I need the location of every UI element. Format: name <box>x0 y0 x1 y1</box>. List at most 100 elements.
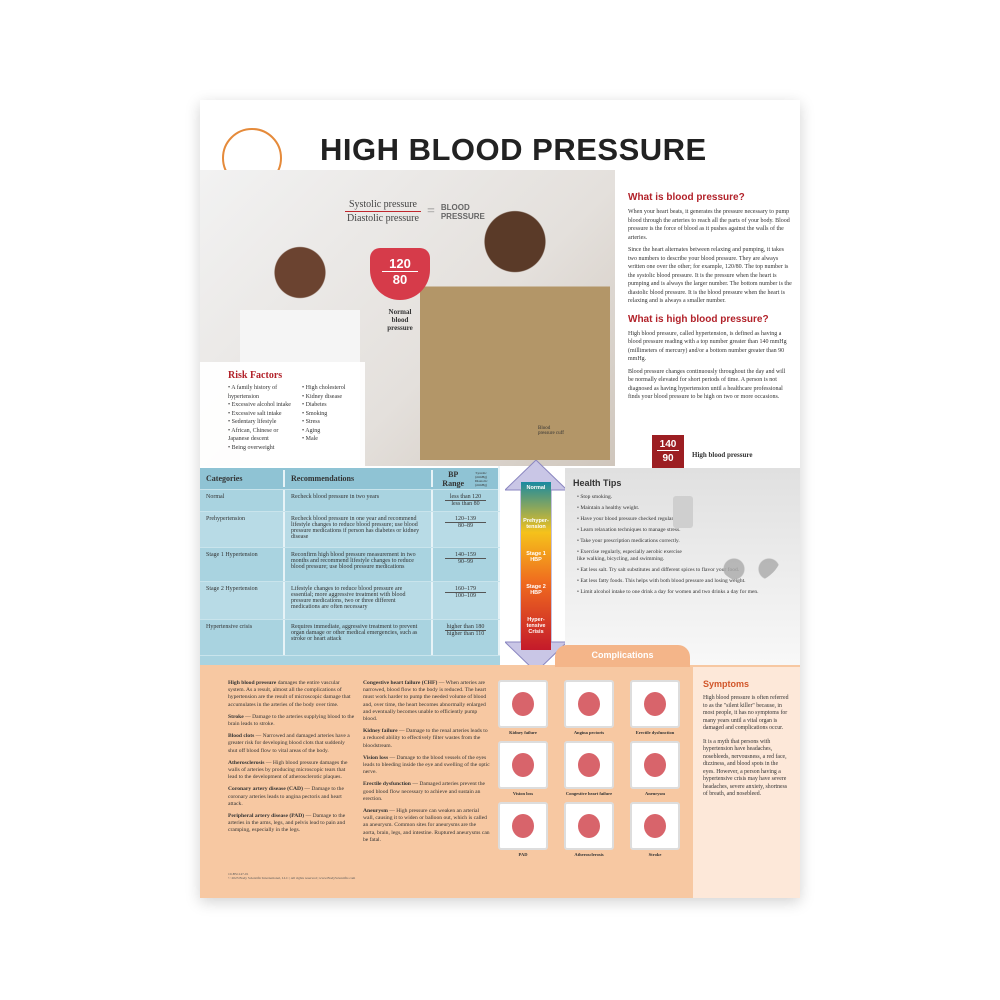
complication-caption: Vision loss <box>512 791 534 796</box>
footer: 10-BS1147-01 © 2023 Body Scientific Inter… <box>228 872 355 880</box>
complication-image-card: Atherosclerosis <box>558 802 620 857</box>
complication-image-card: Aneurysm <box>624 741 686 796</box>
arrow-label: Stage 2 HBP <box>526 584 546 596</box>
table-row: Normal Recheck blood pressure in two year… <box>200 490 500 512</box>
arrow-labels: Normal Prehyper-tension Stage 1 HBP Stage 2… <box>521 485 551 650</box>
risk-factor: Kidney disease <box>302 393 345 402</box>
complication-term: Kidney failure <box>363 728 398 735</box>
bp-range-cell: higher than 180 higher than 110 <box>433 620 500 655</box>
systolic-range: 160–179 <box>445 586 486 593</box>
table-row: Prehypertension Recheck blood pressure in… <box>200 512 500 548</box>
complication-caption: Atherosclerosis <box>574 852 604 857</box>
what-is-hbp-heading: What is high blood pressure? <box>628 313 769 325</box>
what-is-hbp-p1: High blood pressure, called hypertension… <box>628 330 787 363</box>
what-is-bp-p2: Since the heart alternates between relax… <box>628 247 792 304</box>
complication-text: — Damage to the renal arteries leads to … <box>363 728 488 749</box>
normal-systolic: 120 <box>382 256 418 272</box>
systolic-range: 120–139 <box>445 516 486 523</box>
risk-list-right: High cholesterolKidney diseaseDiabetesSm… <box>302 384 345 452</box>
health-tips-list: Stop smoking. Maintain a healthy weight. H… <box>565 494 800 596</box>
risk-factors-panel: Risk Factors A family history of hyperte… <box>200 362 365 466</box>
unit-diastolic: Diastolic (mmHg) <box>474 478 488 487</box>
health-tip: Eat less fatty foods. This helps with bo… <box>577 578 800 585</box>
diastolic-range: 100–109 <box>455 593 476 599</box>
complication-image-card: Angina pectoris <box>558 680 620 735</box>
category-cell: Stage 1 Hypertension <box>200 548 285 581</box>
complication-image-card: Congestive heart failure <box>558 741 620 796</box>
diastolic-range: higher than 110 <box>446 631 485 637</box>
table-row: Stage 2 Hypertension Lifestyle changes to… <box>200 582 500 620</box>
table-row: Hypertensive crisis Requires immediate, a… <box>200 620 500 656</box>
cuff-label: Blood pressure cuff <box>538 426 564 436</box>
risk-factor: Diabetes <box>302 401 345 410</box>
symptoms-p1: High blood pressure is often referred to… <box>703 695 789 731</box>
footer-copyright: © 2023 Body Scientific International, LL… <box>228 876 356 880</box>
health-tips-title: Health Tips <box>573 478 622 488</box>
recommendation-cell: Requires immediate, aggressive treatment… <box>285 620 433 655</box>
health-tip: Take your prescription medications corre… <box>577 538 687 545</box>
recommendation-cell: Lifestyle changes to reduce blood pressu… <box>285 582 433 619</box>
health-tip: Limit alcohol intake to one drink a day … <box>577 589 800 596</box>
diastolic-range: 90–99 <box>458 559 473 565</box>
complication-image-card: Stroke <box>624 802 686 857</box>
complication-text: — Damage to the arteries in the arms, le… <box>228 813 346 834</box>
complication-illustration <box>498 680 548 728</box>
poster: HIGH BLOOD PRESSURE Systolic pressure Dia… <box>200 100 800 898</box>
complications-col-1: High blood pressure damages the entire v… <box>228 680 355 849</box>
systolic-range: higher than 180 <box>445 624 486 631</box>
complication-image-card: PAD <box>492 802 554 857</box>
risk-factor: Sedentary lifestyle <box>228 418 296 427</box>
footer-code: 10-BS1147-01 <box>228 872 249 876</box>
what-is-bp-p1: When your heart beats, it generates the … <box>628 209 790 241</box>
patient-illustration <box>420 180 610 460</box>
complication-paragraph: Congestive heart failure (CHF) — When ar… <box>363 680 490 723</box>
category-cell: Hypertensive crisis <box>200 620 285 655</box>
pill-bottle-icon <box>673 496 693 528</box>
table-body: Normal Recheck blood pressure in two year… <box>200 490 500 656</box>
arrow-label: Stage 1 HBP <box>526 551 546 563</box>
systolic-range: 140–159 <box>445 552 486 559</box>
eq-sign: = <box>426 203 435 219</box>
bp-range-label: BP Range <box>442 469 465 488</box>
unit-systolic: Systolic (mmHg) <box>475 470 488 479</box>
bp-range-cell: 120–139 80–89 <box>433 512 500 547</box>
eq-diastolic: Diastolic pressure <box>347 213 419 224</box>
eq-systolic: Systolic pressure <box>345 198 421 212</box>
complication-caption: Aneurysm <box>645 791 665 796</box>
health-tips-panel: Health Tips Stop smoking. Maintain a heal… <box>565 468 800 665</box>
risk-factor: African, Chinese or Japanese descent <box>228 427 296 444</box>
complication-image-card: Erectile dysfunction <box>624 680 686 735</box>
complication-image-card: Vision loss <box>492 741 554 796</box>
complication-paragraph: High blood pressure damages the entire v… <box>228 680 355 709</box>
complication-illustration <box>630 802 680 850</box>
complication-term: Erectile dysfunction <box>363 781 411 788</box>
info-column: What is blood pressure? When your heart … <box>620 192 800 406</box>
complications-text: High blood pressure damages the entire v… <box>228 680 490 849</box>
bp-severity-arrow <box>505 460 567 672</box>
category-cell: Stage 2 Hypertension <box>200 582 285 619</box>
complication-paragraph: Blood clots — Narrowed and damaged arter… <box>228 733 355 755</box>
complication-paragraph: Aneurysm — High pressure can weaken an a… <box>363 808 490 844</box>
complication-paragraph: Erectile dysfunction — Damaged arteries … <box>363 781 490 803</box>
arrow-label: Prehyper-tension <box>523 518 549 530</box>
complication-illustration <box>630 741 680 789</box>
normal-bp-heart: 120 80 <box>370 248 430 300</box>
complication-term: Congestive heart failure (CHF) <box>363 680 438 686</box>
health-tip: Exercise regularly, especially aerobic e… <box>577 549 687 563</box>
complication-text: damages the entire vascular system. As a… <box>228 680 351 708</box>
complication-term: Stroke <box>228 713 244 720</box>
diastolic-range: 80–89 <box>458 523 473 529</box>
cyclist-icon <box>713 513 783 583</box>
risk-factor: High cholesterol <box>302 384 346 393</box>
complication-caption: Erectile dysfunction <box>635 730 675 735</box>
complication-illustration <box>564 680 614 728</box>
complication-text: — Narrowed and damaged arteries have a g… <box>228 733 350 754</box>
bp-range-cell: 140–159 90–99 <box>433 548 500 581</box>
complication-term: High blood pressure <box>228 680 277 686</box>
header-categories: Categories <box>200 470 285 487</box>
complication-paragraph: Coronary artery disease (CAD) — Damage t… <box>228 786 355 808</box>
eq-result: BLOOD PRESSURE <box>440 202 485 221</box>
complication-illustration <box>564 802 614 850</box>
symptoms-title: Symptoms <box>703 679 750 689</box>
complication-paragraph: Stroke — Damage to the arteries supplyin… <box>228 714 355 728</box>
